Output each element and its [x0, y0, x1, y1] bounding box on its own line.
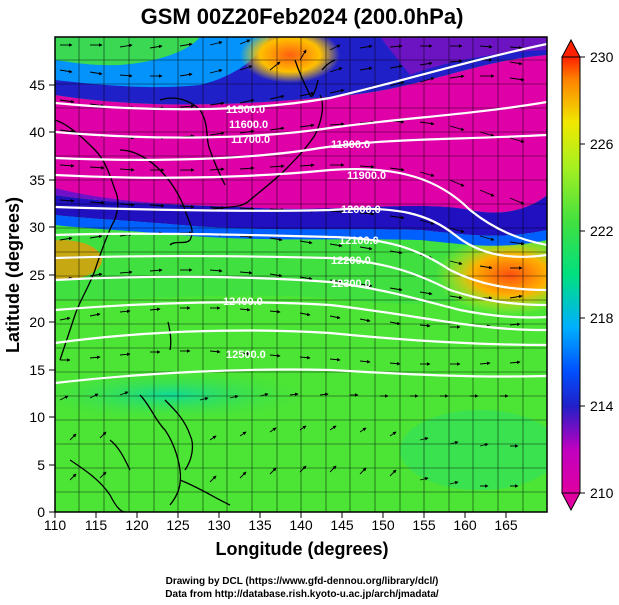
y-tick-label: 30 [29, 219, 45, 235]
x-tick-label: 150 [371, 517, 395, 533]
y-axis-label: Latitude (degrees) [3, 197, 23, 353]
colorbar-tick-label: 230 [590, 49, 614, 65]
y-tick-label: 15 [29, 362, 45, 378]
y-tick-label: 20 [29, 314, 45, 330]
grid [55, 37, 547, 512]
x-tick-label: 155 [412, 517, 436, 533]
contour-label: 12200.0 [331, 255, 371, 267]
contour-labels: 11500.0 11600.0 11700.0 11800.0 11900.0 … [223, 104, 386, 361]
x-tick-label: 125 [166, 517, 190, 533]
y-tick-label: 5 [37, 457, 45, 473]
colorbar-tick-label: 210 [590, 485, 614, 501]
y-tick-label: 40 [29, 124, 45, 140]
y-tick-label: 25 [29, 267, 45, 283]
contour-label: 11900.0 [347, 170, 386, 182]
x-tick-label: 115 [85, 517, 108, 533]
colorbar: 230 226 222 218 214 210 [561, 38, 614, 512]
colorbar-gradient [561, 56, 581, 494]
x-tick-label: 145 [330, 517, 354, 533]
x-tick-label: 140 [289, 517, 313, 533]
x-tick-labels: 110 115 120 125 130 135 140 145 150 155 … [44, 517, 518, 533]
height-contours [55, 42, 547, 385]
contour-label: 11800.0 [331, 139, 370, 151]
credit-line: Drawing by DCL (https://www.gfd-dennou.o… [166, 576, 439, 587]
y-tick-label: 0 [37, 504, 45, 520]
colorbar-tick-label: 218 [590, 310, 614, 326]
contour-label: 12000.0 [341, 204, 381, 216]
colorbar-tick-label: 214 [590, 398, 614, 414]
chart-title: GSM 00Z20Feb2024 (200.0hPa) [141, 4, 464, 29]
x-tick-label: 135 [248, 517, 272, 533]
x-tick-label: 110 [44, 517, 67, 533]
x-axis-label: Longitude (degrees) [215, 539, 388, 559]
x-tick-label: 120 [125, 517, 149, 533]
contour-label: 12100.0 [339, 235, 379, 247]
contour-label: 12500.0 [226, 349, 266, 361]
contour-label: 11600.0 [229, 119, 268, 131]
y-tick-label: 45 [29, 77, 45, 93]
axis-ticks [49, 84, 507, 518]
x-tick-label: 160 [453, 517, 477, 533]
contour-label: 11500.0 [226, 104, 265, 116]
y-tick-label: 10 [29, 409, 45, 425]
plot-area: 11500.0 11600.0 11700.0 11800.0 11900.0 … [55, 37, 547, 512]
colorbar-tick-label: 222 [590, 223, 614, 239]
x-tick-label: 165 [494, 517, 518, 533]
x-tick-label: 130 [207, 517, 231, 533]
contour-label: 12400.0 [223, 296, 263, 308]
colorbar-min-arrow [561, 492, 581, 512]
credit-line: Data from http://database.rish.kyoto-u.a… [165, 589, 439, 600]
wind-vectors [59, 39, 525, 488]
contour-label: 11700.0 [231, 134, 270, 146]
colorbar-max-arrow [561, 38, 581, 58]
colorbar-tick-label: 226 [590, 136, 614, 152]
y-tick-labels: 0 5 10 15 20 25 30 35 40 45 [29, 77, 45, 520]
contour-label: 12300.0 [331, 278, 371, 290]
y-tick-label: 35 [29, 172, 45, 188]
